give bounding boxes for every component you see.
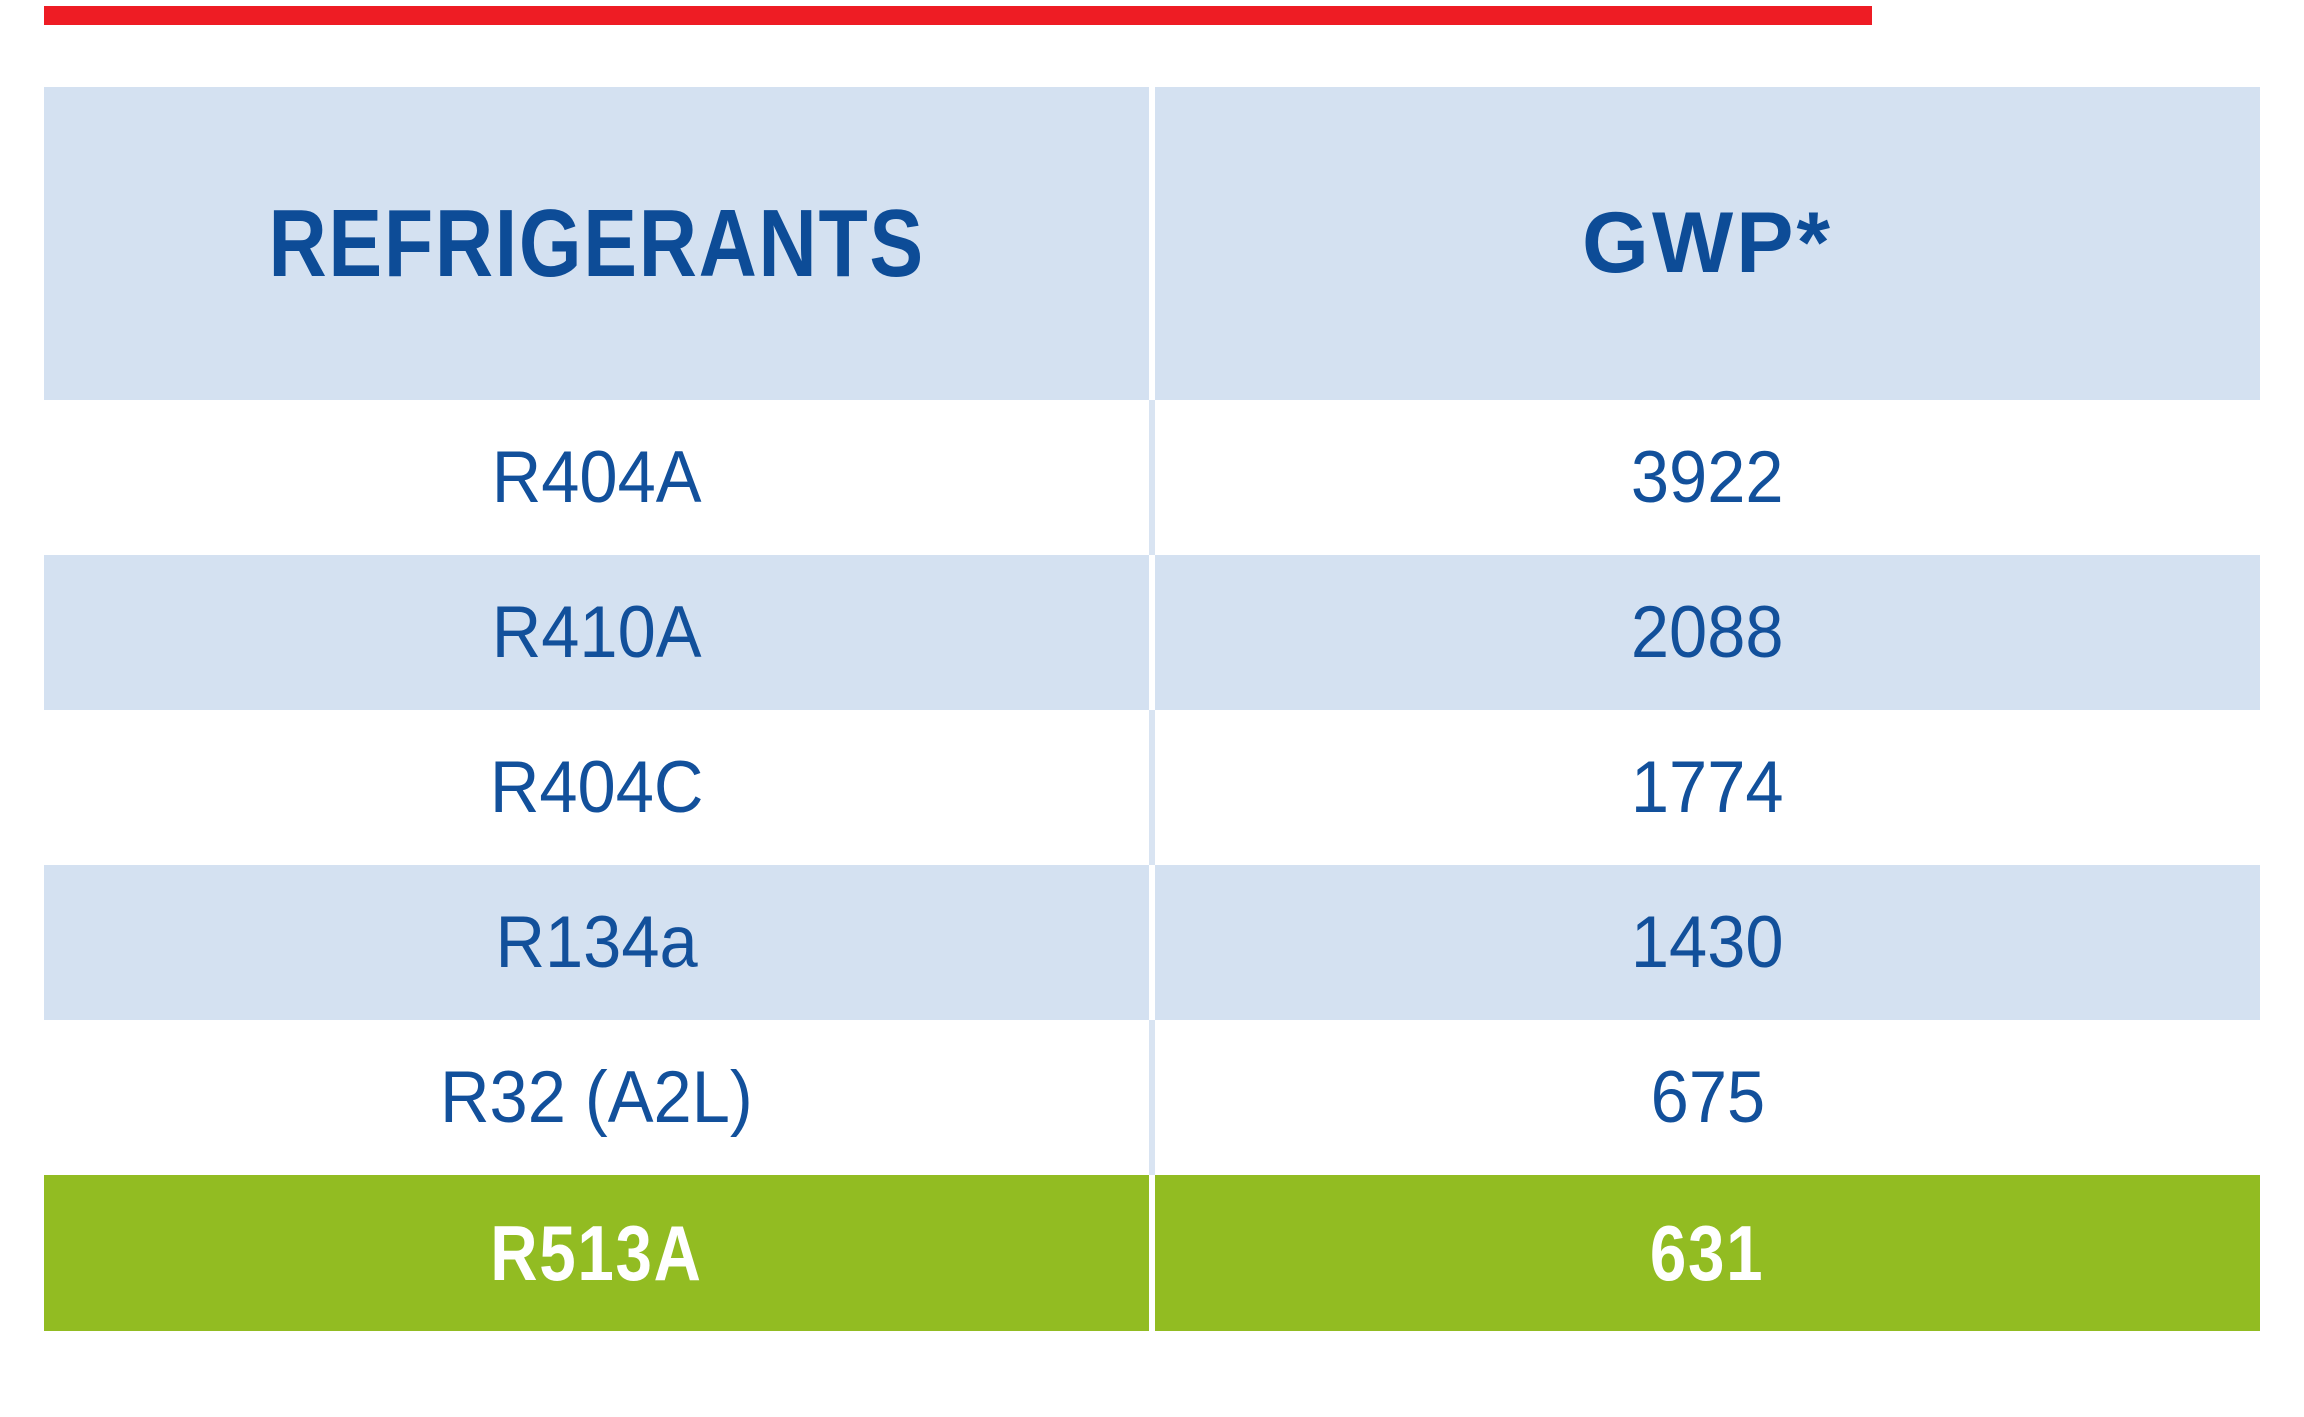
- cell-gwp-value: 1774: [1155, 710, 2260, 865]
- cell-refrigerant: R134a: [44, 865, 1149, 1020]
- cell-refrigerant: R513A: [44, 1175, 1149, 1331]
- gwp-value: 3922: [1631, 437, 1784, 518]
- gwp-value: 2088: [1631, 592, 1784, 673]
- column-divider: [1149, 555, 1155, 710]
- column-divider: [1149, 1020, 1155, 1175]
- table-row: R410A 2088: [44, 555, 2260, 710]
- refrigerant-name: R134a: [495, 902, 698, 983]
- table-row: R32 (A2L) 675: [44, 1020, 2260, 1175]
- table-row: R404C 1774: [44, 710, 2260, 865]
- cell-refrigerant: R404C: [44, 710, 1149, 865]
- cell-gwp-value: 675: [1155, 1020, 2260, 1175]
- column-divider: [1149, 87, 1155, 400]
- gwp-value: 675: [1650, 1057, 1765, 1138]
- table-row: R404A 3922: [44, 400, 2260, 555]
- cell-refrigerant: R404A: [44, 400, 1149, 555]
- column-divider: [1149, 710, 1155, 865]
- table-header-row: REFRIGERANTS GWP*: [44, 87, 2260, 400]
- refrigerant-name: R410A: [491, 592, 702, 673]
- gwp-value: 1430: [1631, 902, 1784, 983]
- column-divider: [1149, 1175, 1155, 1331]
- cell-gwp-value: 1430: [1155, 865, 2260, 1020]
- refrigerant-name: R32 (A2L): [440, 1057, 753, 1138]
- cell-refrigerant: R32 (A2L): [44, 1020, 1149, 1175]
- red-accent-bar: [44, 6, 1872, 25]
- gwp-comparison-table: REFRIGERANTS GWP* R404A 3922 R410A 2088 …: [44, 87, 2260, 1331]
- column-divider: [1149, 400, 1155, 555]
- header-cell-refrigerants: REFRIGERANTS: [44, 87, 1149, 400]
- header-cell-gwp: GWP*: [1155, 87, 2260, 400]
- cell-gwp-value: 3922: [1155, 400, 2260, 555]
- column-divider: [1149, 865, 1155, 1020]
- cell-gwp-value: 631: [1155, 1175, 2260, 1331]
- refrigerant-name: R404A: [491, 437, 702, 518]
- refrigerants-header-label: REFRIGERANTS: [268, 189, 925, 297]
- refrigerant-name: R404C: [489, 747, 704, 828]
- gwp-value: 631: [1650, 1208, 1765, 1297]
- cell-gwp-value: 2088: [1155, 555, 2260, 710]
- gwp-header-label: GWP*: [1582, 195, 1833, 291]
- highlighted-table-row: R513A 631: [44, 1175, 2260, 1331]
- cell-refrigerant: R410A: [44, 555, 1149, 710]
- gwp-value: 1774: [1631, 747, 1784, 828]
- refrigerant-name: R513A: [490, 1208, 703, 1297]
- table-row: R134a 1430: [44, 865, 2260, 1020]
